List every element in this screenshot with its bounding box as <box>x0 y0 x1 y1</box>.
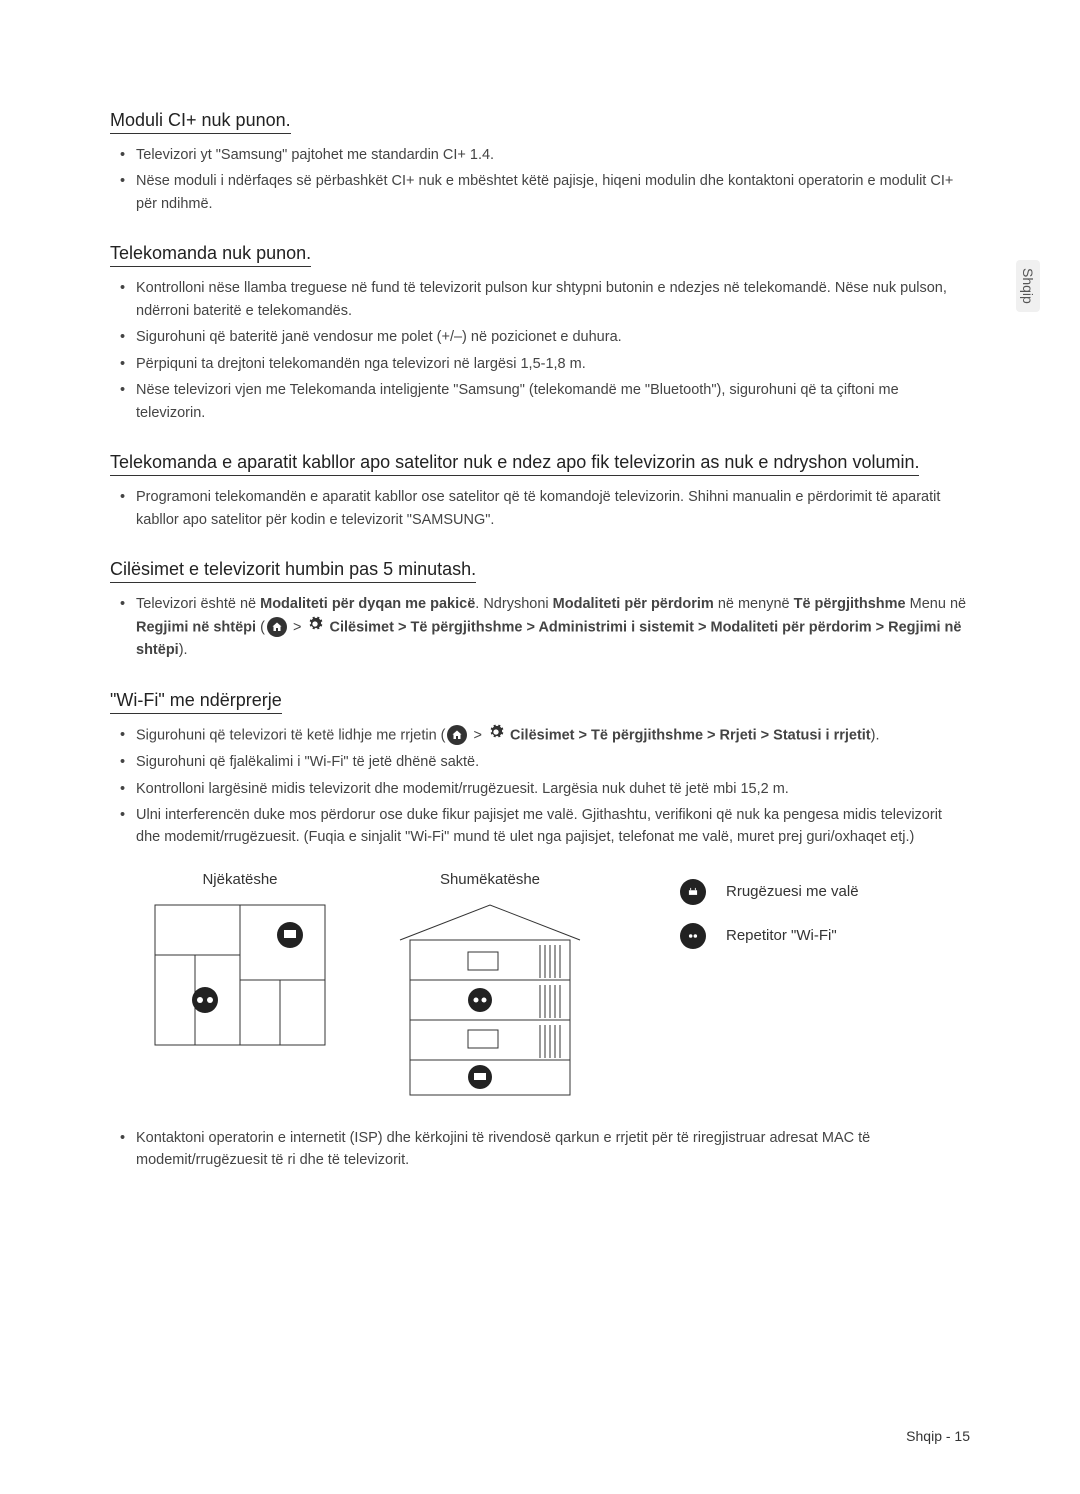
bullet-list: Kontrolloni nëse llamba treguese në fund… <box>110 277 970 424</box>
bullet-list: Televizori është në Modaliteti për dyqan… <box>110 593 970 661</box>
legend-item-router: Rrugëzuesi me valë <box>680 879 859 905</box>
list-item: Sigurohuni që fjalëkalimi i "Wi-Fi" të j… <box>136 751 970 773</box>
list-item: Programoni telekomandën e aparatit kabll… <box>136 486 970 531</box>
section-remote: Telekomanda nuk punon. Kontrolloni nëse … <box>110 243 970 424</box>
section-title: Telekomanda e aparatit kabllor apo satel… <box>110 452 919 476</box>
diagram-multi-story: Shumëkatëshe <box>390 871 590 1105</box>
document-page: Shqip Moduli CI+ nuk punon. Televizori y… <box>0 0 1080 1260</box>
repeater-icon <box>680 923 706 949</box>
diagram-label: Njëkatëshe <box>150 871 330 888</box>
list-item: Ulni interferencën duke mos përdorur ose… <box>136 804 970 849</box>
list-item: Kontrolloni nëse llamba treguese në fund… <box>136 277 970 322</box>
text: Menu në <box>906 596 966 612</box>
section-title: "Wi-Fi" me ndërprerje <box>110 690 282 714</box>
text: ). <box>871 727 880 743</box>
section-title: Moduli CI+ nuk punon. <box>110 110 291 134</box>
text-bold: Modaliteti për dyqan me pakicë <box>260 596 475 612</box>
list-item: Kontaktoni operatorin e internetit (ISP)… <box>136 1127 970 1172</box>
list-item: Kontrolloni largësinë midis televizorit … <box>136 778 970 800</box>
section-title: Telekomanda nuk punon. <box>110 243 311 267</box>
text-bold: Të përgjithshme <box>794 596 906 612</box>
text: ). <box>179 642 188 658</box>
list-item: Nëse televizori vjen me Telekomanda inte… <box>136 379 970 424</box>
section-ci-module: Moduli CI+ nuk punon. Televizori yt "Sam… <box>110 110 970 215</box>
section-settings-lost: Cilësimet e televizorit humbin pas 5 min… <box>110 559 970 661</box>
list-item: Televizori është në Modaliteti për dyqan… <box>136 593 970 661</box>
router-icon <box>680 879 706 905</box>
bullet-list: Programoni telekomandën e aparatit kabll… <box>110 486 970 531</box>
page-footer: Shqip - 15 <box>906 1428 970 1444</box>
legend-label: Rrugëzuesi me valë <box>726 883 859 900</box>
text-bold: Regjimi në shtëpi <box>136 619 256 635</box>
list-item: Nëse moduli i ndërfaqes së përbashkët CI… <box>136 170 970 215</box>
legend-label: Repetitor "Wi-Fi" <box>726 927 837 944</box>
bullet-list: Sigurohuni që televizori të ketë lidhje … <box>110 724 970 849</box>
section-title: Cilësimet e televizorit humbin pas 5 min… <box>110 559 476 583</box>
gear-icon <box>488 724 504 747</box>
menu-path: Cilësimet > Të përgjithshme > Rrjeti > S… <box>506 727 871 743</box>
gear-icon <box>307 616 323 639</box>
section-cable-remote: Telekomanda e aparatit kabllor apo satel… <box>110 452 970 531</box>
list-item: Sigurohuni që televizori të ketë lidhje … <box>136 724 970 747</box>
text: ( <box>256 619 265 635</box>
text: Televizori është në <box>136 596 260 612</box>
bullet-list: Kontaktoni operatorin e internetit (ISP)… <box>110 1127 970 1172</box>
diagram-row: Njëkatëshe Shumëkatëshe <box>150 871 970 1105</box>
home-icon <box>267 617 287 637</box>
language-tab: Shqip <box>1016 260 1040 312</box>
list-item: Sigurohuni që bateritë janë vendosur me … <box>136 326 970 348</box>
diagram-label: Shumëkatëshe <box>390 871 590 888</box>
floorplan-svg <box>150 900 330 1050</box>
text: Sigurohuni që televizori të ketë lidhje … <box>136 727 445 743</box>
diagram-single-story: Njëkatëshe <box>150 871 330 1105</box>
house-svg <box>390 900 590 1100</box>
legend-item-repeater: Repetitor "Wi-Fi" <box>680 923 859 949</box>
text: . Ndryshoni <box>475 596 552 612</box>
list-item: Televizori yt "Samsung" pajtohet me stan… <box>136 144 970 166</box>
diagram-legend: Rrugëzuesi me valë Repetitor "Wi-Fi" <box>680 871 859 1105</box>
list-item: Përpiquni ta drejtoni telekomandën nga t… <box>136 353 970 375</box>
text-bold: Modaliteti për përdorim <box>553 596 714 612</box>
text: në menynë <box>714 596 794 612</box>
home-icon <box>447 725 467 745</box>
bullet-list: Televizori yt "Samsung" pajtohet me stan… <box>110 144 970 215</box>
section-wifi: "Wi-Fi" me ndërprerje Sigurohuni që tele… <box>110 690 970 1172</box>
